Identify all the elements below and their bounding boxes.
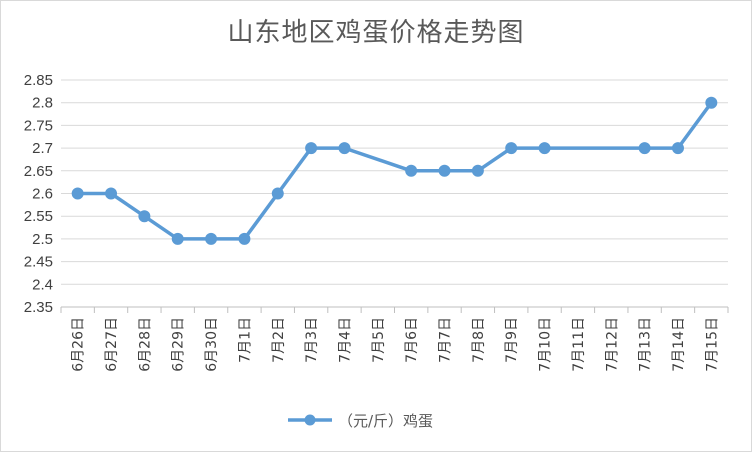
x-tick-label: 7月13日 <box>638 317 654 372</box>
x-tick-label: 7月9日 <box>504 317 520 363</box>
x-tick-label: 7月7日 <box>438 317 454 363</box>
x-tick-label: 7月4日 <box>337 317 353 363</box>
data-point <box>105 187 118 200</box>
y-tick-label: 2.8 <box>32 95 53 112</box>
x-tick-label: 6月29日 <box>171 317 187 372</box>
x-tick-label: 7月2日 <box>271 317 287 363</box>
x-tick-label: 7月8日 <box>471 317 487 363</box>
data-point <box>505 142 518 155</box>
x-tick-label: 7月12日 <box>604 317 620 372</box>
data-point <box>638 142 651 155</box>
data-point <box>538 142 551 155</box>
legend-label: （元/斤）鸡蛋 <box>338 412 433 430</box>
data-point <box>671 142 684 155</box>
data-point <box>138 210 151 223</box>
x-tick-label: 6月27日 <box>104 317 120 372</box>
y-tick-label: 2.5 <box>32 231 53 248</box>
x-tick-label: 7月5日 <box>371 317 387 363</box>
data-point <box>438 164 451 177</box>
data-point <box>705 96 718 109</box>
y-tick-label: 2.85 <box>24 72 53 89</box>
data-point <box>171 232 184 245</box>
data-point <box>238 232 251 245</box>
x-tick-label: 7月10日 <box>538 317 554 372</box>
x-tick-label: 7月6日 <box>404 317 420 363</box>
y-tick-label: 2.75 <box>24 117 53 134</box>
x-tick-label: 7月11日 <box>571 317 587 372</box>
y-tick-label: 2.45 <box>24 254 53 271</box>
x-tick-label: 7月15日 <box>704 317 720 372</box>
legend-marker <box>304 414 316 426</box>
y-tick-label: 2.55 <box>24 208 53 225</box>
data-point <box>205 232 218 245</box>
x-tick-label: 6月26日 <box>71 317 87 372</box>
data-point <box>271 187 284 200</box>
y-tick-label: 2.65 <box>24 163 53 180</box>
x-tick-label: 7月3日 <box>304 317 320 363</box>
x-tick-label: 6月28日 <box>137 317 153 372</box>
data-point <box>305 142 318 155</box>
data-point <box>338 142 351 155</box>
y-tick-label: 2.7 <box>32 140 53 157</box>
y-tick-label: 2.35 <box>24 299 53 316</box>
data-point <box>71 187 84 200</box>
x-tick-label: 7月14日 <box>671 317 687 372</box>
data-point <box>471 164 484 177</box>
data-point <box>405 164 418 177</box>
y-tick-label: 2.6 <box>32 186 53 203</box>
chart-title: 山东地区鸡蛋价格走势图 <box>227 18 525 48</box>
x-tick-label: 6月30日 <box>204 317 220 372</box>
y-tick-label: 2.4 <box>32 276 53 293</box>
x-tick-label: 7月1日 <box>237 317 253 363</box>
